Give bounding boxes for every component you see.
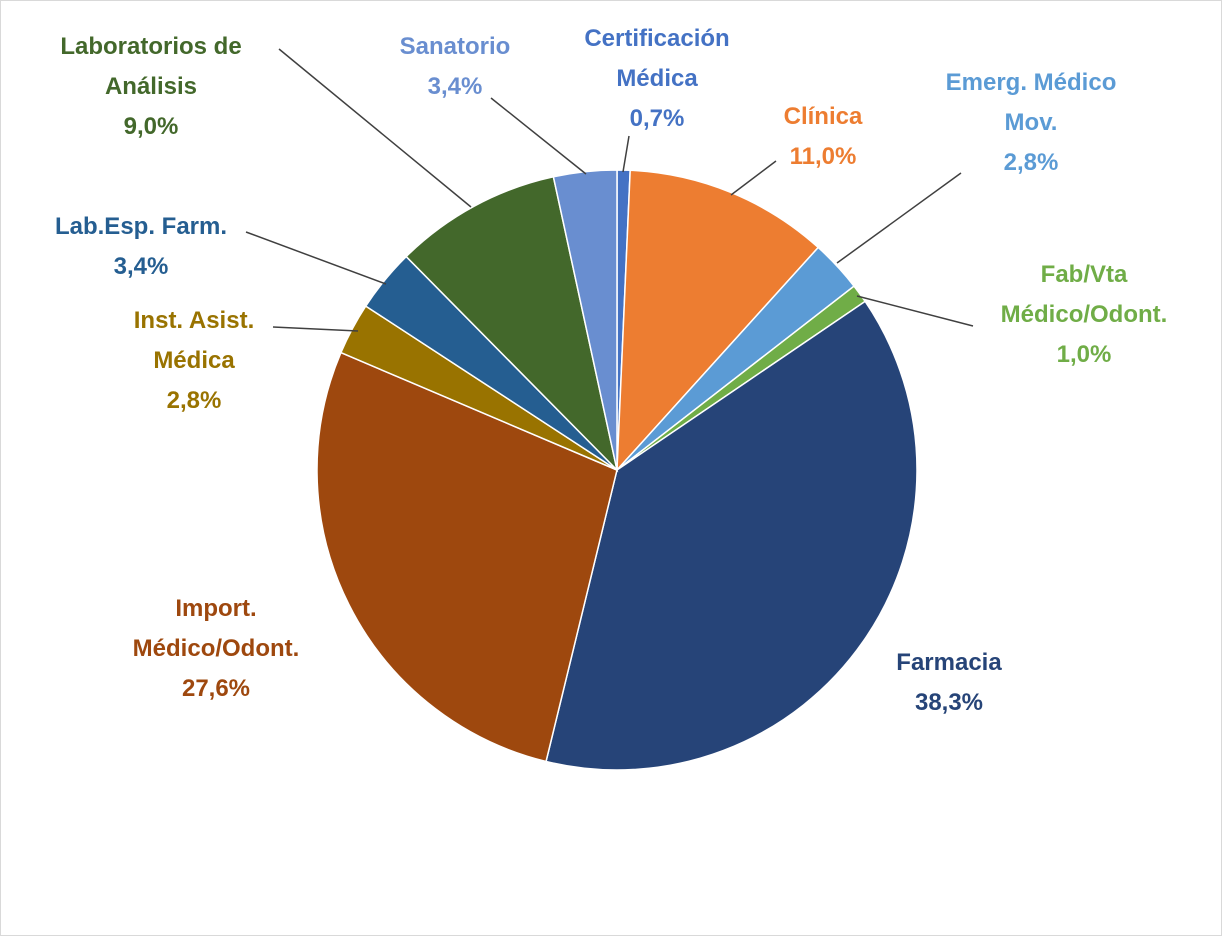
leader-line: [278, 48, 472, 208]
category-label: Lab.Esp. Farm.: [54, 213, 228, 240]
category-label: Farmacia: [896, 649, 1002, 676]
category-label: Sanatorio: [399, 33, 511, 60]
slice-label: Fab/Vta Médico/Odont. 1,0%: [969, 255, 1199, 375]
value-label: 11,0%: [789, 143, 857, 170]
category-label: Emerg. Médico Mov.: [945, 69, 1117, 136]
value-label: 2,8%: [166, 387, 222, 414]
slice-label: Emerg. Médico Mov. 2,8%: [931, 63, 1131, 183]
category-label: Laboratorios de Análisis: [60, 33, 242, 100]
pie-slice: [316, 351, 618, 763]
leader-line: [856, 295, 974, 327]
slice-label: Farmacia 38,3%: [869, 643, 1029, 723]
value-label: 2,8%: [1003, 149, 1059, 176]
leader-line: [622, 135, 630, 173]
slice-label: Lab.Esp. Farm. 3,4%: [16, 207, 266, 287]
value-label: 3,4%: [427, 73, 483, 100]
leader-line: [730, 160, 777, 196]
pie-slice: [616, 169, 820, 473]
category-label: Import. Médico/Odont.: [132, 595, 300, 662]
slice-label: Certificación Médica 0,7%: [562, 19, 752, 139]
category-label: Certificación Médica: [584, 25, 730, 92]
pie-slice: [545, 300, 918, 771]
pie-slice: [552, 169, 618, 471]
value-label: 0,7%: [629, 105, 685, 132]
leader-line: [245, 231, 387, 285]
slice-label: Import. Médico/Odont. 27,6%: [101, 589, 331, 709]
leader-line: [272, 326, 359, 332]
value-label: 9,0%: [123, 113, 179, 140]
slice-label: Inst. Asist. Médica 2,8%: [104, 301, 284, 421]
category-label: Fab/Vta Médico/Odont.: [1000, 261, 1168, 328]
slice-label: Clínica 11,0%: [758, 97, 888, 177]
slice-label: Sanatorio 3,4%: [370, 27, 540, 107]
category-label: Clínica: [783, 103, 863, 130]
slice-label: Laboratorios de Análisis 9,0%: [26, 27, 276, 147]
leader-line: [490, 97, 587, 175]
value-label: 1,0%: [1056, 341, 1112, 368]
pie-slice: [405, 175, 619, 473]
leader-line: [836, 172, 962, 264]
value-label: 38,3%: [914, 689, 984, 716]
category-label: Inst. Asist. Médica: [133, 307, 255, 374]
value-label: 3,4%: [113, 253, 169, 280]
value-label: 27,6%: [181, 675, 251, 702]
